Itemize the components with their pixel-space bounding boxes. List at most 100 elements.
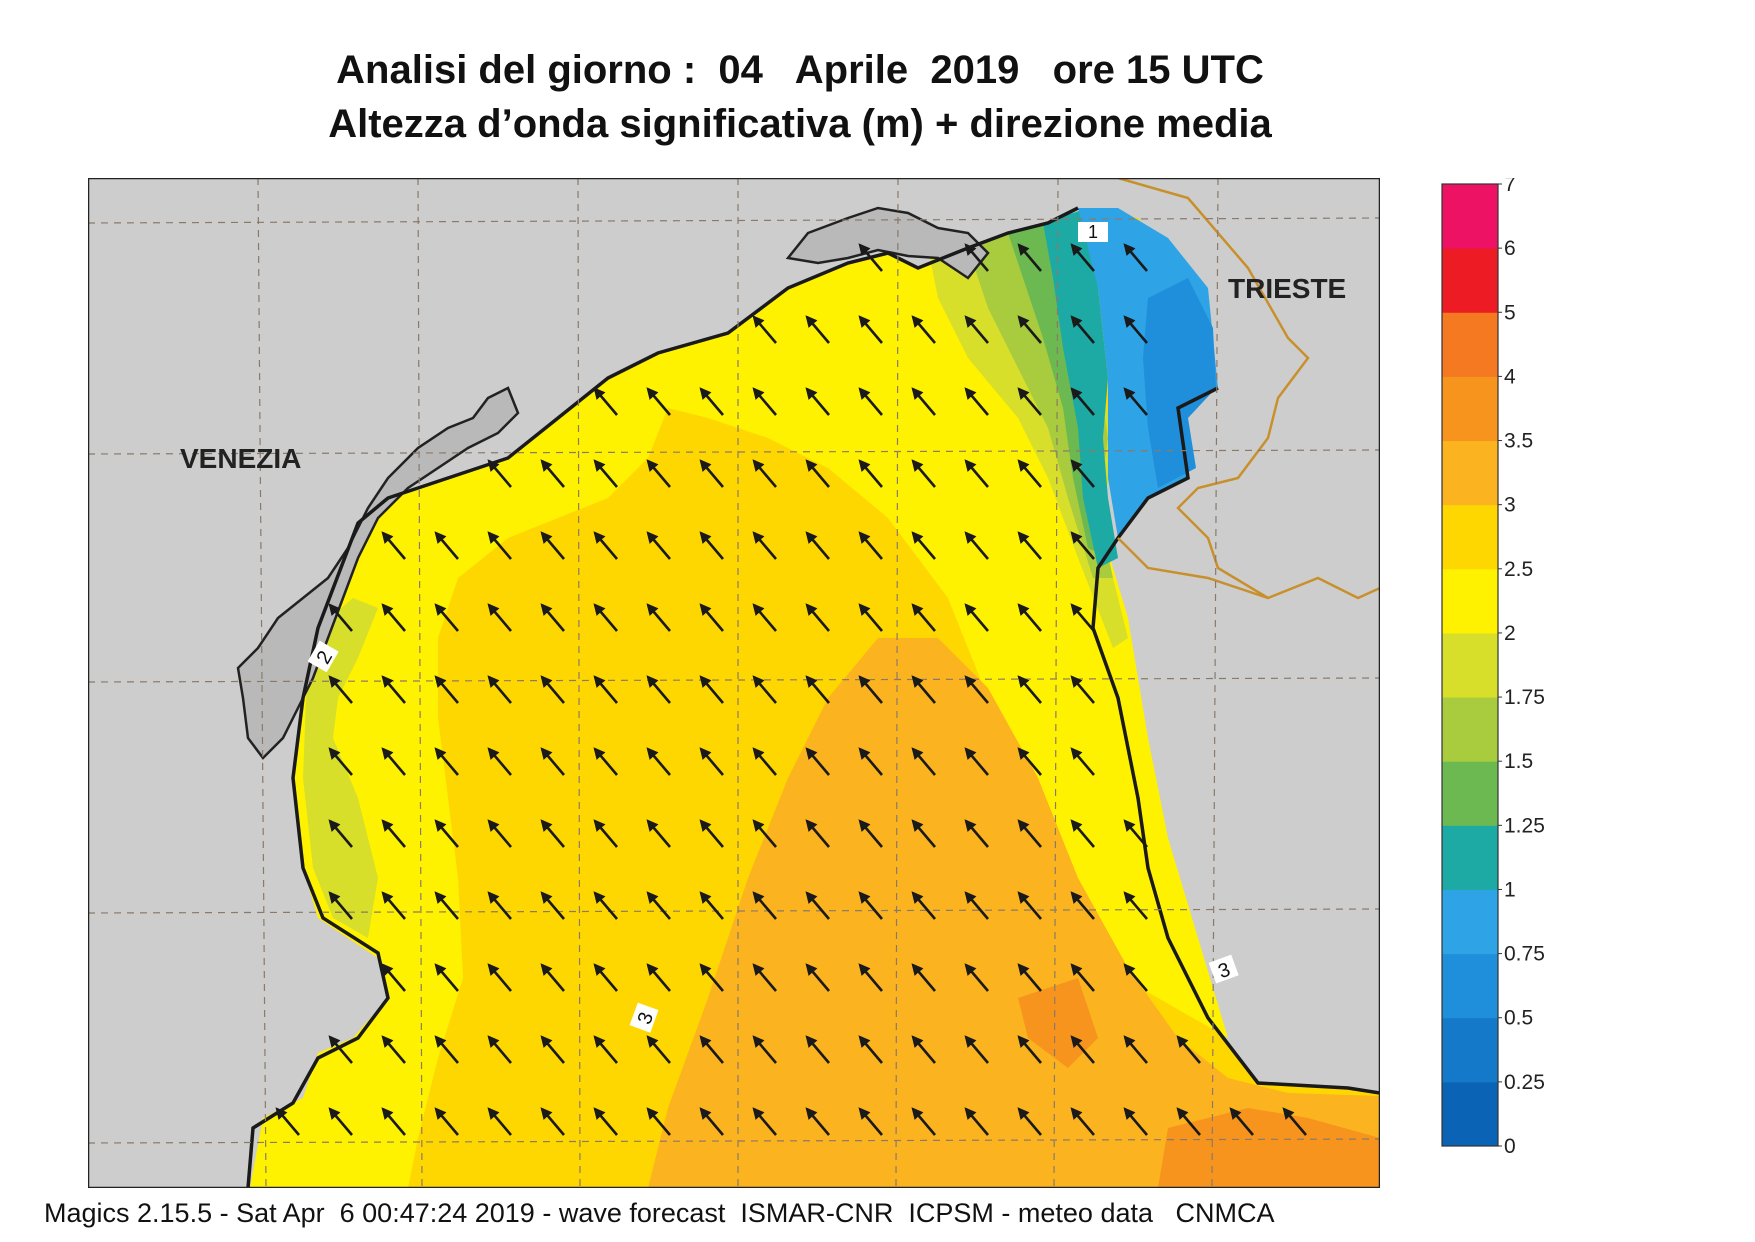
direction-arrow <box>593 531 618 560</box>
direction-arrow <box>1017 531 1042 560</box>
direction-arrow <box>540 531 565 560</box>
direction-arrow <box>752 675 777 704</box>
direction-arrow <box>487 1107 512 1136</box>
legend-swatch <box>1442 568 1498 634</box>
legend-tick-label: 1.5 <box>1504 750 1533 773</box>
legend-swatch <box>1442 440 1498 506</box>
wave-band-0.5-0.75 <box>1143 278 1216 488</box>
direction-arrow <box>381 819 406 848</box>
direction-arrow <box>699 603 724 632</box>
direction-arrow <box>1123 1035 1148 1064</box>
direction-arrow <box>699 747 724 776</box>
wave-band-3.5-4-b <box>1158 1108 1380 1188</box>
city-label-venezia: VENEZIA <box>180 443 301 474</box>
direction-arrow <box>1070 1035 1095 1064</box>
direction-arrow <box>381 531 406 560</box>
direction-arrow <box>1282 1107 1307 1136</box>
direction-arrow <box>540 459 565 488</box>
direction-arrow <box>328 1107 353 1136</box>
direction-arrow <box>1070 675 1095 704</box>
legend-tick-label: 0.75 <box>1504 943 1545 966</box>
direction-arrow <box>858 315 883 344</box>
direction-arrow <box>593 819 618 848</box>
direction-arrow <box>858 891 883 920</box>
direction-arrow <box>1070 243 1095 272</box>
direction-arrow <box>699 387 724 416</box>
direction-arrow <box>487 675 512 704</box>
color-legend: 0 0.25 0.5 0.75 1 1.25 1.5 1.75 2 2.5 3 3.5 4 5 6 7 <box>1441 178 1545 1158</box>
direction-arrow <box>1176 1107 1201 1136</box>
border-line-2 <box>1117 537 1269 600</box>
direction-arrow <box>858 531 883 560</box>
color-legend-frame <box>1441 183 1499 1147</box>
direction-arrow <box>540 675 565 704</box>
mean-direction-arrows <box>275 243 1307 1136</box>
legend-swatch <box>1442 825 1498 890</box>
direction-arrow <box>699 819 724 848</box>
svg-text:1: 1 <box>1088 222 1098 242</box>
direction-arrow <box>646 963 671 992</box>
direction-arrow <box>964 1035 989 1064</box>
direction-arrow <box>911 387 936 416</box>
direction-arrow <box>381 963 406 992</box>
direction-arrow <box>593 459 618 488</box>
direction-arrow <box>858 243 883 272</box>
direction-arrow <box>1176 1035 1201 1064</box>
direction-arrow <box>1017 891 1042 920</box>
direction-arrow <box>858 819 883 848</box>
border-line <box>1117 178 1380 600</box>
direction-arrow <box>805 531 830 560</box>
direction-arrow <box>1070 1107 1095 1136</box>
direction-arrow <box>752 315 777 344</box>
direction-arrow <box>805 819 830 848</box>
direction-arrow <box>381 891 406 920</box>
direction-arrow <box>858 603 883 632</box>
direction-arrow <box>964 315 989 344</box>
direction-arrow <box>911 315 936 344</box>
direction-arrow <box>646 675 671 704</box>
direction-arrow <box>1070 531 1095 560</box>
direction-arrow <box>593 675 618 704</box>
direction-arrow <box>328 1035 353 1064</box>
direction-arrow <box>1017 387 1042 416</box>
contour-label-3-a: 3 <box>629 1002 659 1033</box>
direction-arrow <box>1017 747 1042 776</box>
direction-arrow <box>593 603 618 632</box>
direction-arrow <box>858 387 883 416</box>
direction-arrow <box>646 1035 671 1064</box>
direction-arrow <box>593 1035 618 1064</box>
direction-arrow <box>434 531 459 560</box>
map-subtitle: Altezza d’onda significativa (m) + direz… <box>328 102 1272 146</box>
direction-arrow <box>1070 891 1095 920</box>
legend-tick-label: 1.25 <box>1504 814 1545 837</box>
direction-arrow <box>540 963 565 992</box>
direction-arrow <box>1123 243 1148 272</box>
direction-arrow <box>1017 675 1042 704</box>
legend-tick-label: 0.5 <box>1504 1007 1533 1030</box>
direction-arrow <box>487 459 512 488</box>
legend-tick-label: 3 <box>1504 494 1516 517</box>
legend-tick-label: 1 <box>1504 878 1516 901</box>
direction-arrow <box>434 1107 459 1136</box>
direction-arrow <box>593 1107 618 1136</box>
legend-tick-label: 1.75 <box>1504 686 1545 709</box>
direction-arrow <box>1017 1107 1042 1136</box>
direction-arrow <box>646 747 671 776</box>
direction-arrow <box>381 675 406 704</box>
direction-arrow <box>593 963 618 992</box>
contour-label-3-b: 3 <box>1208 954 1239 984</box>
direction-arrow <box>328 603 353 632</box>
direction-arrow <box>964 531 989 560</box>
direction-arrow <box>964 459 989 488</box>
direction-arrow <box>434 891 459 920</box>
direction-arrow <box>593 387 618 416</box>
contour-label-1: 1 <box>1078 222 1108 242</box>
direction-arrow <box>1070 747 1095 776</box>
direction-arrow <box>752 1107 777 1136</box>
direction-arrow <box>1017 243 1042 272</box>
legend-swatch <box>1442 312 1498 377</box>
direction-arrow <box>434 1035 459 1064</box>
legend-swatch <box>1442 1017 1498 1083</box>
direction-arrow <box>805 963 830 992</box>
direction-arrow <box>1070 459 1095 488</box>
